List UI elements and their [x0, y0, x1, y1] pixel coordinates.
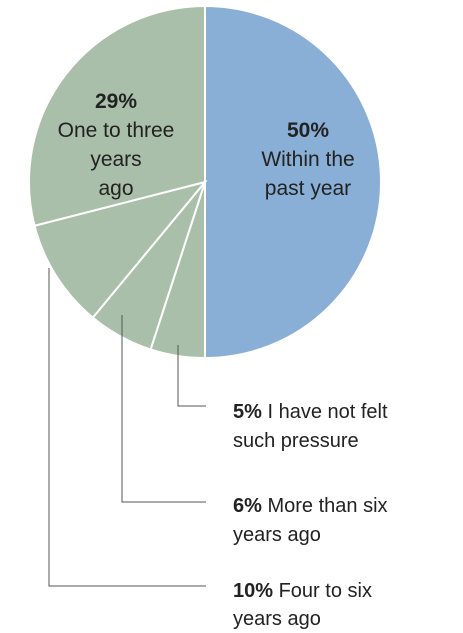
leader-line-not-felt-pressure	[177, 345, 206, 407]
pie-slices	[28, 4, 382, 360]
slice-label-more-than-six-years: 6% More than six years ago	[233, 495, 388, 546]
slice-pct-not-felt-pressure: 5%	[233, 401, 262, 423]
slice-labels: 50% Within the past year 29% One to three yea…	[58, 90, 388, 630]
slice-pct-more-than-six-years: 6%	[233, 495, 262, 517]
slice-pct-one-to-three-years: 29%	[95, 90, 137, 113]
slice-label-one-to-three-years: 29% One to three years ago	[58, 90, 175, 200]
pie-slice-within-past-year	[204, 4, 382, 360]
slice-text-more-than-six-years: More than six	[262, 495, 388, 517]
slice-text-four-to-six-years: Four to six	[273, 580, 372, 602]
slice-label-within-past-year: 50% Within the past year	[261, 119, 354, 200]
slice-pct-within-past-year: 50%	[287, 119, 329, 142]
pie-slice-one-to-three-years	[28, 4, 206, 227]
slice-label-four-to-six-years: 10% Four to six years ago	[233, 580, 372, 630]
leader-line-more-than-six-years	[121, 315, 206, 503]
leader-lines	[48, 268, 206, 587]
slice-label-not-felt-pressure: 5% I have not felt such pressure	[233, 401, 388, 452]
pie-slice-four-to-six-years	[33, 180, 208, 320]
leader-line-four-to-six-years	[48, 268, 206, 587]
slice-pct-four-to-six-years: 10%	[233, 580, 273, 602]
slice-text-not-felt-pressure: I have not felt	[262, 401, 388, 423]
